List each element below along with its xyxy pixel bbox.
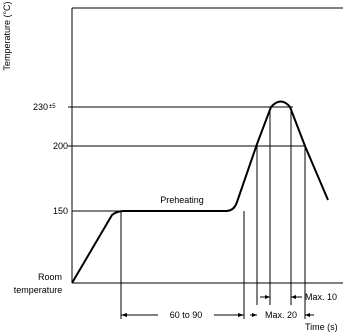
temperature-profile-curve <box>71 100 329 284</box>
tick-label-150: 150 <box>53 206 68 216</box>
tick-label-room-line2: temperature <box>14 285 63 295</box>
tick-label-room-line1: Room <box>38 272 62 282</box>
tick-label-230-tolerance: ±5 <box>49 104 56 110</box>
tick-label-230: 230 <box>33 102 48 112</box>
y-axis-title: Temperature (°C) <box>2 1 12 70</box>
max20-right-arrowhead <box>305 313 310 317</box>
max20-left-arrowhead <box>252 313 257 317</box>
tick-label-200: 200 <box>53 141 68 151</box>
x-axis-title: Time (s) <box>305 322 338 332</box>
max20-label: Max. 20 <box>265 310 297 320</box>
max10-label: Max. 10 <box>305 292 337 302</box>
preheating-label: Preheating <box>160 195 204 205</box>
preheat-left-arrowhead <box>121 313 127 317</box>
preheat-right-arrowhead <box>238 313 244 317</box>
max10-right-arrowhead <box>291 295 296 299</box>
preheat-duration-label: 60 to 90 <box>170 310 203 320</box>
max10-left-arrowhead <box>265 295 270 299</box>
